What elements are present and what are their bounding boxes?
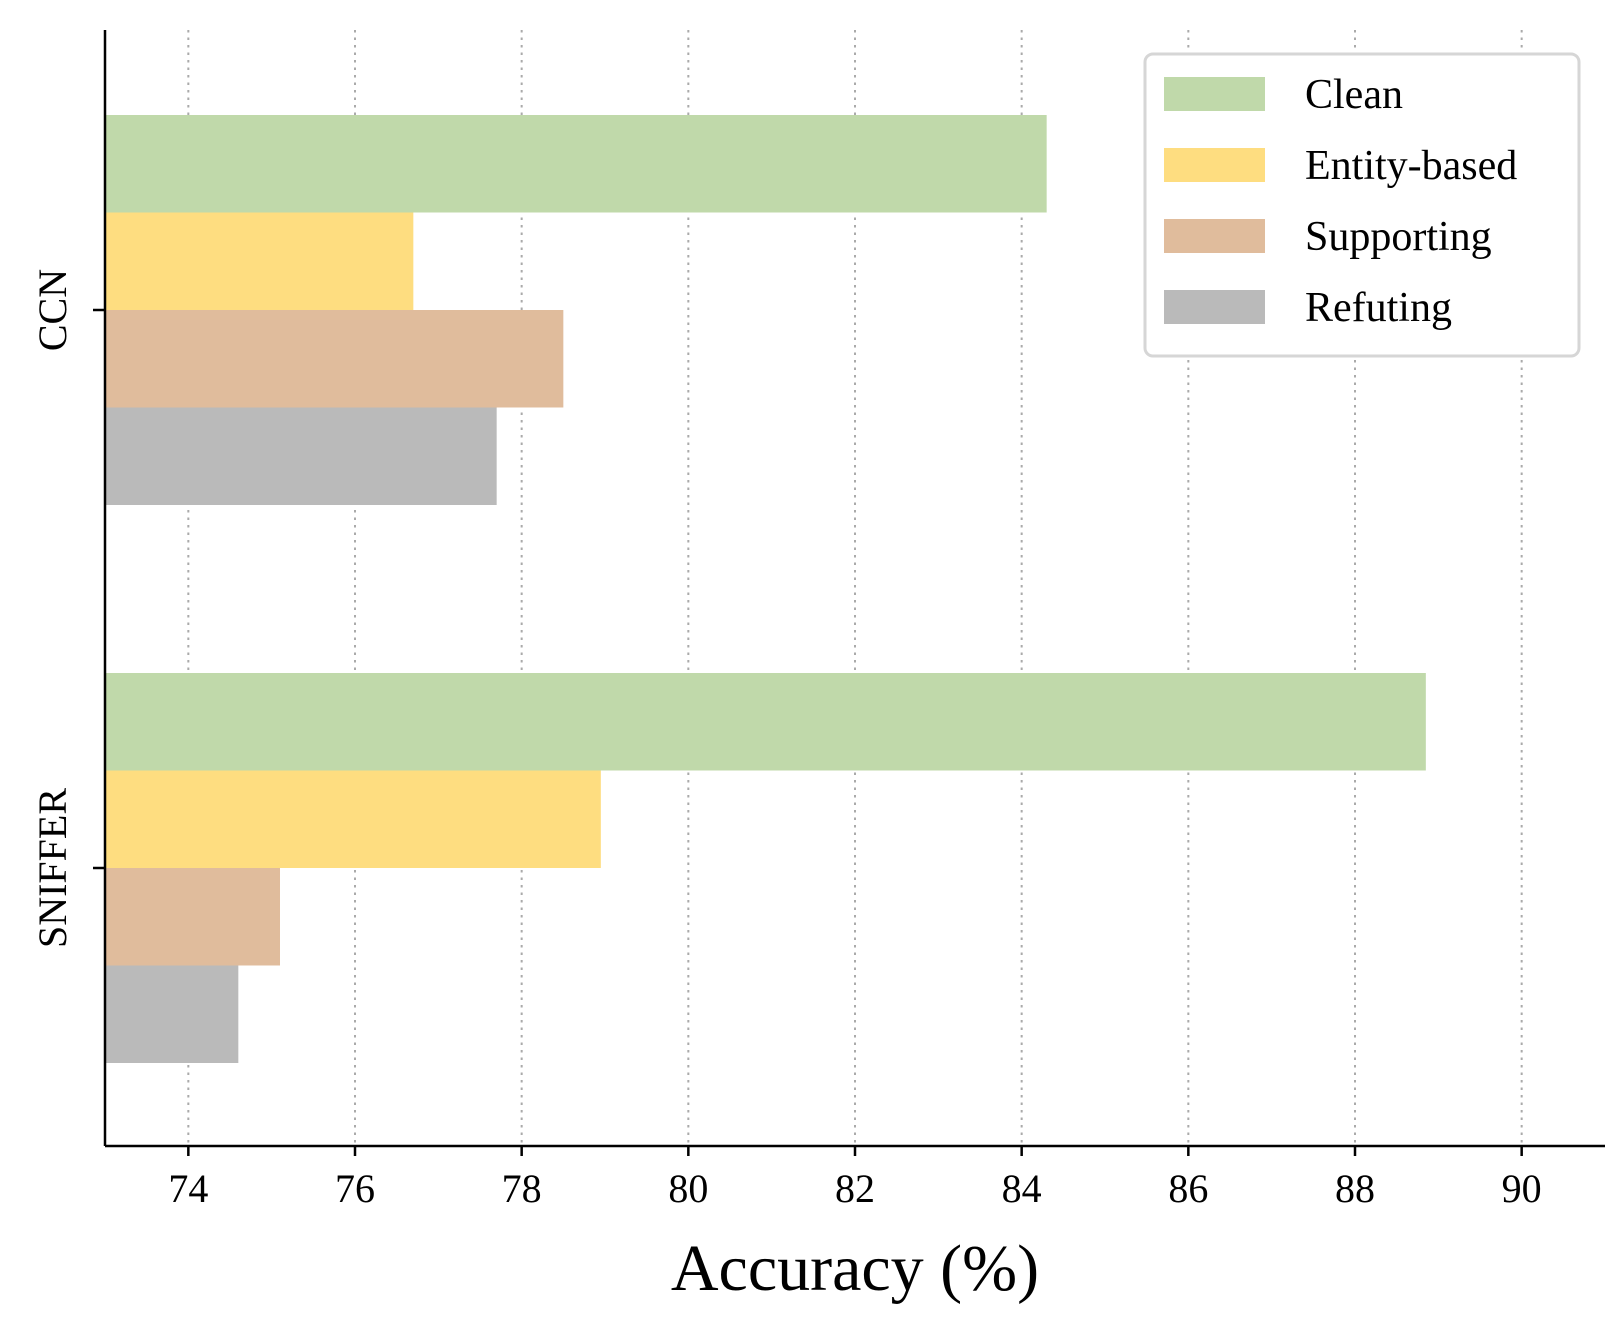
legend-swatch bbox=[1164, 290, 1265, 324]
legend-frame bbox=[1143, 52, 1581, 358]
x-tick-label: 74 bbox=[168, 1166, 208, 1211]
legend: Clean Entity-based Supporting Refuting bbox=[1143, 52, 1581, 358]
x-tick-label: 86 bbox=[1168, 1166, 1208, 1211]
bar bbox=[105, 965, 239, 1063]
x-tick-label: 90 bbox=[1502, 1166, 1542, 1211]
legend-swatch bbox=[1164, 219, 1265, 253]
bar bbox=[105, 407, 497, 505]
y-ticks: CCN SNIFFER bbox=[30, 269, 105, 948]
x-tick-label: 78 bbox=[502, 1166, 542, 1211]
bar bbox=[105, 115, 1047, 213]
category-label: CCN bbox=[30, 269, 75, 351]
bar bbox=[105, 673, 1426, 771]
x-tick-label: 80 bbox=[668, 1166, 708, 1211]
legend-label: Supporting bbox=[1305, 214, 1492, 260]
x-tick-label: 84 bbox=[1002, 1166, 1042, 1211]
legend-label: Entity-based bbox=[1305, 143, 1517, 189]
bar bbox=[105, 868, 280, 966]
bar bbox=[105, 212, 414, 310]
bar bbox=[105, 310, 564, 408]
category-label: SNIFFER bbox=[30, 788, 75, 948]
legend-label: Clean bbox=[1305, 72, 1403, 118]
x-tick-label: 76 bbox=[335, 1166, 375, 1211]
legend-swatch bbox=[1164, 148, 1265, 182]
legend-swatch bbox=[1164, 77, 1265, 111]
x-tick-label: 88 bbox=[1335, 1166, 1375, 1211]
x-tick-label: 82 bbox=[835, 1166, 875, 1211]
bar bbox=[105, 770, 601, 868]
x-ticks: 74 76 78 80 82 84 86 88 90 bbox=[168, 1146, 1542, 1211]
x-axis-title: Accuracy (%) bbox=[671, 1232, 1039, 1305]
legend-label: Refuting bbox=[1305, 285, 1452, 331]
bars bbox=[105, 115, 1426, 1063]
